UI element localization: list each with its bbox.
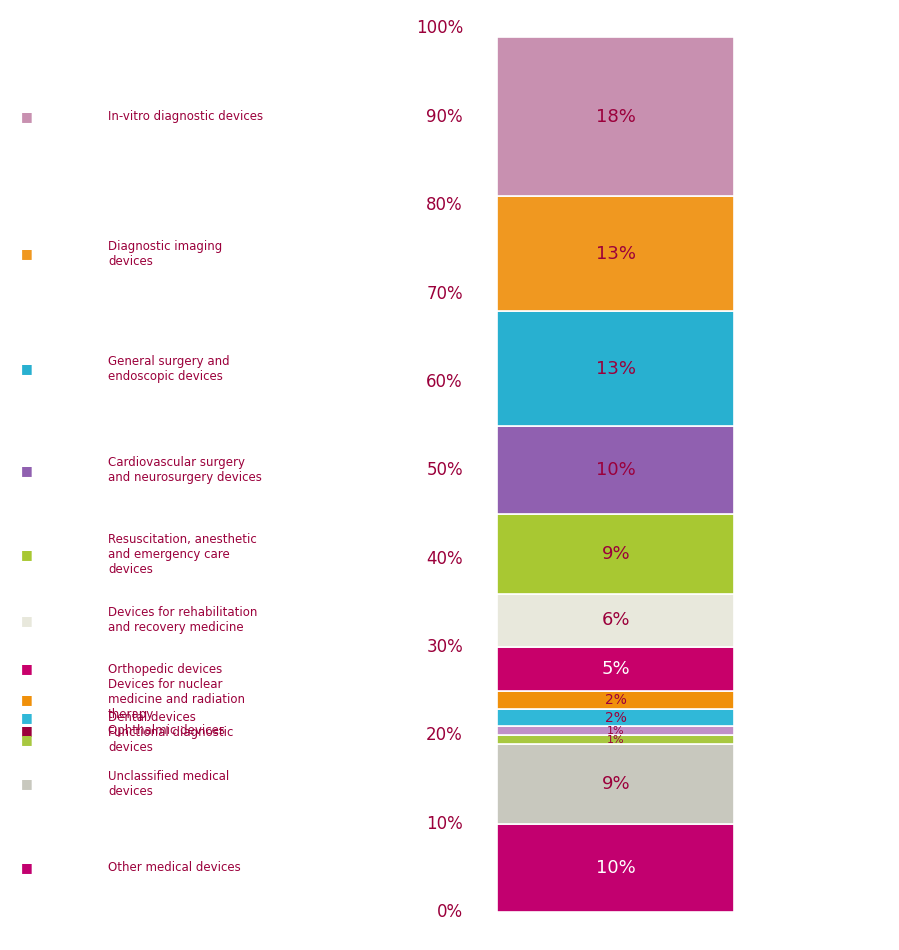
Text: ■: ■: [21, 614, 33, 627]
Text: 0%: 0%: [437, 903, 463, 921]
Bar: [497, 824, 734, 912]
Text: 1%: 1%: [607, 726, 625, 736]
Text: 20%: 20%: [426, 727, 463, 744]
Text: 9%: 9%: [601, 545, 630, 563]
Text: 50%: 50%: [426, 462, 463, 479]
Text: Dental devices: Dental devices: [108, 712, 196, 724]
Text: ■: ■: [21, 862, 33, 874]
Bar: [497, 744, 734, 824]
Text: Resuscitation, anesthetic
and emergency care
devices: Resuscitation, anesthetic and emergency …: [108, 533, 256, 576]
Text: 13%: 13%: [596, 245, 636, 263]
Text: 30%: 30%: [426, 638, 463, 656]
Text: 13%: 13%: [596, 360, 636, 378]
Bar: [497, 647, 734, 692]
Text: 40%: 40%: [426, 550, 463, 567]
Text: ■: ■: [21, 548, 33, 560]
Text: In-vitro diagnostic devices: In-vitro diagnostic devices: [108, 110, 263, 124]
Text: 10%: 10%: [426, 815, 463, 832]
Text: Orthopedic devices: Orthopedic devices: [108, 662, 222, 675]
Bar: [497, 727, 734, 735]
Bar: [497, 692, 734, 709]
Text: ■: ■: [21, 362, 33, 375]
Bar: [497, 735, 734, 744]
Text: General surgery and
endoscopic devices: General surgery and endoscopic devices: [108, 354, 229, 383]
Bar: [497, 197, 734, 312]
Text: 6%: 6%: [601, 612, 630, 630]
Text: 1%: 1%: [607, 734, 625, 745]
Text: ■: ■: [21, 733, 33, 746]
Text: Cardiovascular surgery
and neurosurgery devices: Cardiovascular surgery and neurosurgery …: [108, 456, 262, 484]
Text: 9%: 9%: [601, 775, 630, 793]
Text: ■: ■: [21, 110, 33, 124]
Text: ■: ■: [21, 464, 33, 477]
Text: ■: ■: [21, 694, 33, 707]
Text: 10%: 10%: [596, 462, 636, 479]
Text: 90%: 90%: [426, 108, 463, 125]
Text: Functional diagnostic
devices: Functional diagnostic devices: [108, 726, 233, 753]
Text: ■: ■: [21, 247, 33, 260]
Text: 2%: 2%: [605, 711, 627, 725]
Text: Devices for nuclear
medicine and radiation
therapy: Devices for nuclear medicine and radiati…: [108, 678, 245, 721]
Text: ■: ■: [21, 777, 33, 790]
Bar: [497, 37, 734, 197]
Text: 100%: 100%: [415, 20, 463, 37]
Text: Unclassified medical
devices: Unclassified medical devices: [108, 770, 229, 798]
Text: Diagnostic imaging
devices: Diagnostic imaging devices: [108, 239, 222, 268]
Bar: [497, 709, 734, 727]
Text: ■: ■: [21, 712, 33, 724]
Text: 10%: 10%: [596, 859, 636, 877]
Bar: [497, 312, 734, 426]
Text: Other medical devices: Other medical devices: [108, 862, 241, 874]
Text: 5%: 5%: [601, 660, 630, 678]
Text: Ophthalmic devices: Ophthalmic devices: [108, 725, 225, 737]
Bar: [497, 515, 734, 594]
Text: 2%: 2%: [605, 693, 627, 707]
Text: Devices for rehabilitation
and recovery medicine: Devices for rehabilitation and recovery …: [108, 606, 257, 635]
Bar: [497, 594, 734, 647]
Text: 80%: 80%: [426, 197, 463, 214]
Text: 70%: 70%: [426, 285, 463, 302]
Text: ■: ■: [21, 725, 33, 737]
Text: 60%: 60%: [426, 373, 463, 390]
Text: 18%: 18%: [596, 108, 636, 125]
Bar: [497, 426, 734, 515]
Text: ■: ■: [21, 662, 33, 675]
